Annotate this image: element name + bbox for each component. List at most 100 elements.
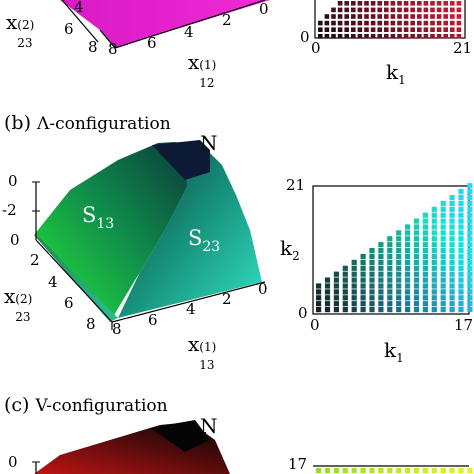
panel-a-tick-y: 4 (74, 0, 84, 16)
panel-b-grid-cell (387, 301, 393, 307)
panel-b-grid-cell (431, 277, 437, 283)
panel-b-grid-cell (405, 236, 411, 242)
panel-a-grid-cell (410, 7, 415, 13)
panel-b-grid-cell (360, 307, 366, 313)
panel-b-grid-cell (431, 301, 437, 307)
panel-a-grid-cell (384, 7, 389, 13)
panel-a-grid-cell (390, 34, 396, 39)
panel-b-grid-cell (333, 289, 339, 295)
panel-a-grid-cell (456, 7, 462, 13)
panel-a-grid-cell (436, 34, 442, 39)
panel-b-grid-y-max: 21 (286, 176, 306, 194)
panel-a-tick-x: 0 (259, 0, 269, 18)
panel-b-grid-cell (387, 265, 393, 271)
panel-b-grid-cell (431, 236, 437, 242)
panel-b-grid-cell (458, 301, 464, 307)
panel-b-grid-cell (405, 289, 411, 295)
panel-a-grid-cell (430, 34, 435, 39)
panel-b-grid-cell (440, 212, 446, 218)
panel-b-x-tick: 8 (112, 320, 122, 338)
panel-b-grid-cell (396, 253, 402, 260)
panel-b-grid-cell (440, 271, 446, 277)
panel-b-grid-cell (467, 200, 473, 206)
panel-c-n-label: N (200, 414, 218, 438)
panel-b-grid-cell (333, 271, 339, 277)
panel-a-grid-cell (351, 34, 356, 39)
panel-b-grid-cell (405, 248, 411, 254)
panel-a-grid-cell (344, 1, 349, 6)
panel-a-grid-cell (337, 1, 343, 6)
panel-b-grid-cell (422, 259, 428, 265)
panel-b-y-tick: 2 (30, 251, 40, 269)
panel-a-grid-cell (443, 1, 448, 6)
panel-b-grid-cell (413, 218, 420, 224)
panel-b-grid-cell (405, 307, 411, 313)
panel-c-grid-cell (449, 468, 455, 474)
panel-a-axis-y-label: x (2) 23 (6, 10, 35, 50)
panel-b-grid-cell (458, 230, 464, 236)
panel-a-grid-cell (377, 20, 382, 26)
panel-c-grid-cell (431, 468, 437, 474)
panel-b-grid-cell (449, 277, 455, 283)
panel-b-grid-cell (458, 283, 464, 289)
panel-b-grid-cell (467, 230, 473, 236)
panel-a-grid-x-max: 21 (453, 39, 473, 57)
panel-a-grid-cell (337, 34, 343, 39)
panel-a-grid-cell (410, 27, 415, 32)
panel-b-grid-cell (369, 265, 375, 271)
panel-c-grid-cell (369, 468, 375, 474)
panel-a-grid-cell (417, 20, 422, 26)
panel-b-grid-cell (387, 236, 393, 242)
panel-b-grid-cell (396, 307, 402, 313)
panel-a-grid-cell (443, 27, 448, 32)
panel-b-grid-cell (387, 271, 393, 277)
panel-c-grid-cell (405, 468, 411, 474)
panel-a-grid-cell (390, 1, 396, 6)
panel-c-surface-n-region (150, 420, 210, 452)
panel-c-grid-cell (413, 468, 420, 474)
panel-b-grid-cell (405, 265, 411, 271)
panel-b-grid-cell (324, 295, 331, 301)
panel-b-y-tick: 6 (64, 294, 74, 312)
panel-a-grid-cell (417, 34, 422, 39)
panel-b-grid-cell (458, 218, 464, 224)
panel-a-grid-cell (436, 1, 442, 6)
panel-b-surface-n-region (152, 140, 210, 180)
panel-a-grid-cell (324, 14, 330, 19)
panel-b-grid-cell (378, 248, 384, 254)
panel-b-grid-cell (467, 236, 473, 242)
panel-a-grid-cell (403, 1, 409, 6)
panel-b-grid-cell (351, 289, 357, 295)
panel-b-grid-cell (342, 301, 348, 307)
panel-b-grid-cell (351, 295, 357, 301)
panel-b-grid-cell (431, 253, 437, 260)
panel-a-grid-cell (370, 1, 376, 6)
panel-b-grid-cell (351, 283, 357, 289)
panel-a-grid-cell (397, 20, 402, 26)
panel-a-grid-cell (344, 27, 349, 32)
panel-a-grid-cell (318, 34, 323, 39)
panel-b-grid-cell (378, 307, 384, 313)
panel-b-grid-cell (413, 224, 420, 230)
panel-b-grid-cell (387, 277, 393, 283)
panel-b-grid-cell (422, 236, 428, 242)
panel-b-grid-cell (413, 253, 420, 260)
panel-b-grid-cell (449, 236, 455, 242)
panel-a-grid-cell (370, 14, 376, 19)
panel-a-grid-cell (397, 34, 402, 39)
panel-b-grid-cell (413, 289, 420, 295)
panel-a-grid-cell (364, 1, 369, 6)
panel-a-grid-y-min: 0 (300, 28, 310, 46)
panel-b-grid-cell (324, 289, 331, 295)
panel-a-grid-cell (430, 1, 435, 6)
panel-a-grid-cell (436, 7, 442, 13)
panel-b-grid-cell (422, 307, 428, 313)
panel-b-grid-cell (431, 218, 437, 224)
panel-a-grid-cell (344, 34, 349, 39)
panel-a-grid-cell (423, 1, 429, 6)
panel-b-grid-cell (360, 289, 366, 295)
